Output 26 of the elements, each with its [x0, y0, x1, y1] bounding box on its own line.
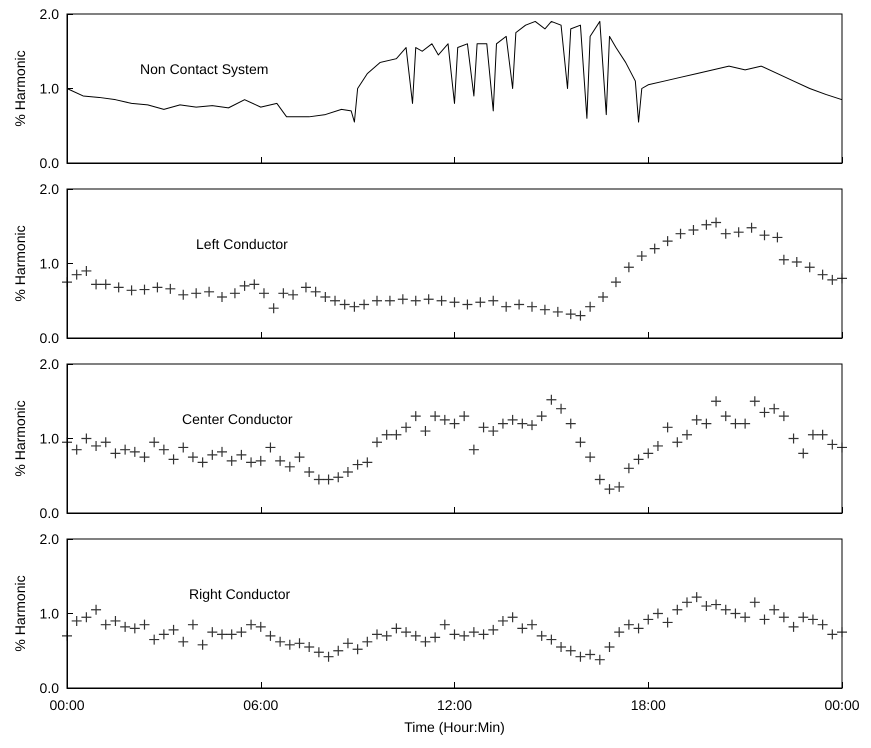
y-tick-label: 0.0: [40, 680, 60, 696]
y-tick-label: 0.0: [40, 330, 60, 346]
text: Center Conductor: [182, 411, 293, 427]
x-tick-label: 00:00: [824, 697, 860, 713]
y-tick-label: 1.0: [40, 256, 60, 272]
x-axis-title: Time (Hour:Min): [404, 719, 505, 735]
y-tick-label: 2.0: [40, 356, 60, 372]
y-axis-title: % Harmonic: [12, 225, 28, 302]
x-tick-label: 00:00: [49, 697, 85, 713]
y-tick-label: 0.0: [40, 155, 60, 171]
y-tick-label: 1.0: [40, 430, 60, 446]
text: Right Conductor: [189, 586, 291, 602]
text: Non Contact System: [140, 61, 268, 77]
y-tick-label: 1.0: [40, 80, 60, 96]
x-tick-label: 18:00: [630, 697, 666, 713]
y-axis-title: % Harmonic: [12, 400, 28, 477]
x-tick-label: 06:00: [243, 697, 278, 713]
x-tick-label: 12:00: [436, 697, 472, 713]
y-tick-label: 2.0: [40, 531, 60, 547]
y-tick-label: 0.0: [40, 505, 60, 521]
y-axis-title: % Harmonic: [12, 575, 28, 652]
y-tick-label: 1.0: [40, 606, 60, 622]
text: Left Conductor: [196, 236, 288, 252]
y-tick-label: 2.0: [40, 181, 60, 197]
y-axis-title: % Harmonic: [12, 50, 28, 127]
y-tick-label: 2.0: [40, 6, 60, 22]
